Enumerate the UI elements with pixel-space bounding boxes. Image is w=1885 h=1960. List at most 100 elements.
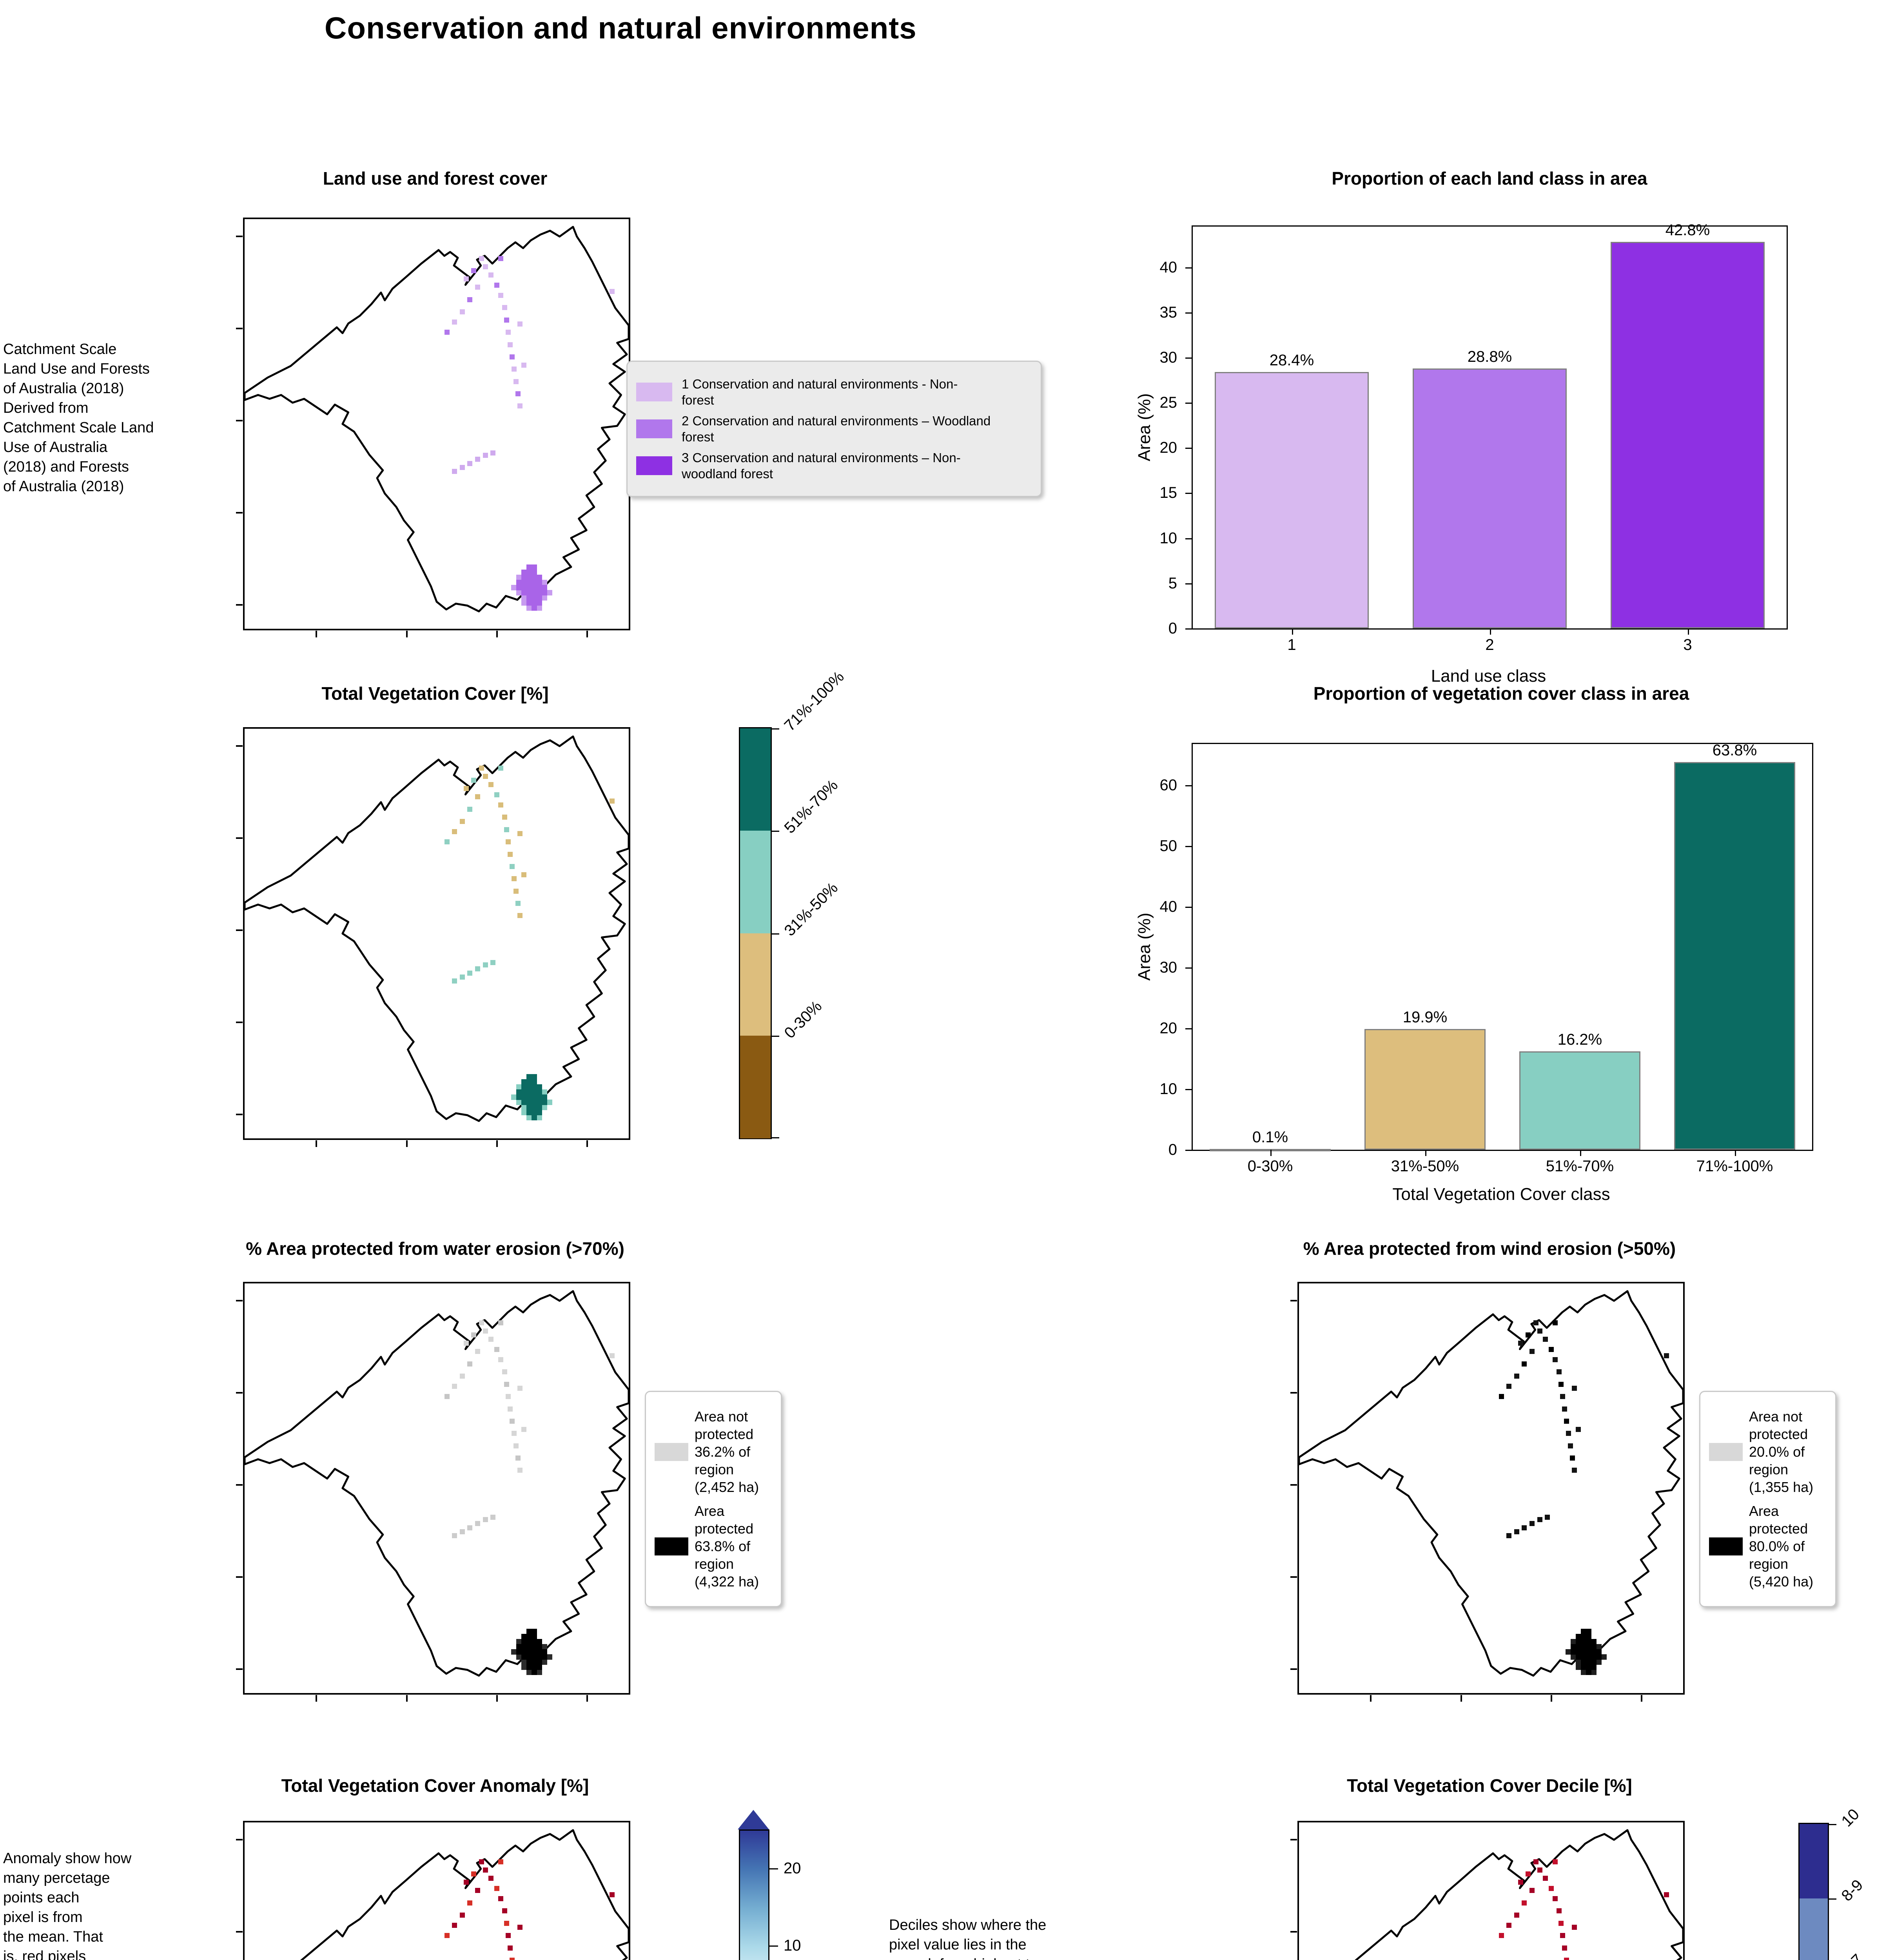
map-blob-cell bbox=[1586, 1633, 1591, 1639]
map-blob-cell bbox=[521, 579, 527, 585]
y-tick-label: 0 bbox=[1168, 620, 1177, 637]
map-speck bbox=[498, 256, 503, 261]
map-blob-cell bbox=[526, 569, 532, 575]
map-blob-cell bbox=[521, 574, 527, 580]
map-speck bbox=[1543, 1875, 1548, 1881]
map-speck bbox=[471, 1332, 477, 1338]
map-speck bbox=[508, 1945, 513, 1951]
map-blob-cell bbox=[536, 1644, 542, 1650]
axis-tick bbox=[236, 1299, 243, 1301]
map-blob-cell bbox=[541, 579, 547, 585]
axis-tick bbox=[316, 1140, 317, 1147]
map-blob-cell bbox=[516, 590, 522, 595]
map-speck bbox=[1552, 1859, 1558, 1865]
legend-label: Area protected 63.8% of region (4,322 ha… bbox=[695, 1503, 759, 1590]
land-use-legend: 1 Conservation and natural environments … bbox=[626, 361, 1042, 497]
colorbar-tick-label: 20 bbox=[784, 1859, 801, 1877]
map-speck bbox=[467, 297, 473, 302]
axis-tick bbox=[316, 1695, 317, 1702]
catchment-outline bbox=[1299, 1283, 1683, 1693]
x-axis-label: Land use class bbox=[1431, 666, 1546, 686]
axis-tick bbox=[1185, 493, 1192, 494]
map-blob-cell bbox=[511, 1094, 517, 1100]
legend-item: Area protected 63.8% of region (4,322 ha… bbox=[655, 1502, 772, 1590]
map-speck bbox=[1549, 1886, 1554, 1891]
map-speck bbox=[494, 282, 499, 288]
map-blob-cell bbox=[516, 1089, 522, 1095]
axis-tick bbox=[1185, 846, 1192, 848]
legend-item: Area protected 80.0% of region (5,420 ha… bbox=[1709, 1502, 1827, 1590]
colorbar-segment bbox=[740, 933, 771, 1036]
x-tick-label: 51%-70% bbox=[1546, 1158, 1614, 1175]
map-blob-cell bbox=[536, 1649, 542, 1655]
map-blob-cell bbox=[521, 1633, 527, 1639]
axis-tick bbox=[1185, 907, 1192, 908]
x-tick-label: 71%-100% bbox=[1696, 1158, 1773, 1175]
bar-chart-land-class: 28.4% 1 28.8% 2 42.8% 3 0 5 10 15 20 25 30 35 40 bbox=[1160, 221, 1788, 653]
map-blob-cell bbox=[541, 1644, 547, 1650]
x-tick-label: 31%-50% bbox=[1391, 1158, 1459, 1175]
map-speck bbox=[1556, 1908, 1562, 1914]
map-blob-cell bbox=[531, 1109, 537, 1115]
map-blob-cell bbox=[531, 1633, 537, 1639]
axis-tick bbox=[236, 235, 243, 237]
map-title-decile: Total Vegetation Cover Decile [%] bbox=[1347, 1775, 1632, 1796]
map-speck bbox=[452, 978, 457, 984]
legend-item: Area not protected 20.0% of region (1,35… bbox=[1709, 1408, 1827, 1496]
axis-tick bbox=[1185, 1150, 1192, 1151]
map-veg-cover bbox=[236, 727, 630, 1147]
map-blob-cell bbox=[521, 1079, 527, 1085]
map-speck bbox=[508, 1406, 513, 1412]
map-speck bbox=[498, 802, 503, 808]
map-blob-cell bbox=[1580, 1628, 1586, 1634]
map-speck bbox=[494, 1886, 499, 1891]
map-blob-cell bbox=[531, 579, 537, 585]
map-blob-cell bbox=[1596, 1659, 1602, 1665]
legend-swatch-not-protected bbox=[1709, 1443, 1743, 1461]
map-blob-cell bbox=[1586, 1664, 1591, 1670]
axis-tick bbox=[1185, 538, 1192, 539]
map-blob-cell bbox=[526, 590, 532, 595]
map-speck bbox=[483, 1517, 488, 1522]
map-speck bbox=[479, 1859, 484, 1865]
axis-tick bbox=[406, 1140, 408, 1147]
map-blob-cell bbox=[526, 1074, 532, 1080]
map-speck bbox=[510, 1418, 515, 1424]
map-blob-cell bbox=[536, 1114, 542, 1120]
map-speck bbox=[510, 1957, 515, 1960]
map-blob-cell bbox=[1591, 1659, 1597, 1665]
axis-tick bbox=[236, 1838, 243, 1840]
map-blob-cell bbox=[516, 1654, 522, 1660]
axis-tick bbox=[1185, 448, 1192, 449]
axis-tick bbox=[236, 1392, 243, 1394]
y-axis-label: Area (%) bbox=[1135, 913, 1154, 981]
map-speck bbox=[488, 272, 494, 278]
map-blob-cell bbox=[536, 590, 542, 595]
map-speck bbox=[502, 1369, 507, 1375]
map-blob-cell bbox=[531, 605, 537, 611]
map-speck bbox=[490, 1515, 496, 1520]
map-blob-cell bbox=[546, 590, 552, 595]
map-blob-cell bbox=[536, 579, 542, 585]
map-speck bbox=[494, 1347, 499, 1352]
legend-item: 2 Conservation and natural environments … bbox=[636, 413, 1032, 445]
axis-tick bbox=[1185, 267, 1192, 269]
map-speck bbox=[475, 285, 480, 290]
map-blob-cell bbox=[536, 1659, 542, 1665]
map-speck bbox=[515, 391, 521, 396]
map-speck bbox=[1552, 1357, 1558, 1363]
map-blob-cell bbox=[531, 1639, 537, 1644]
map-blob-cell bbox=[516, 1639, 522, 1644]
map-speck bbox=[521, 1426, 526, 1432]
map-blob-cell bbox=[536, 1084, 542, 1090]
anomaly-note: Anomaly show how many percetage points e… bbox=[3, 1850, 132, 1960]
map-blob-cell bbox=[541, 1099, 547, 1105]
map-speck bbox=[498, 766, 503, 771]
map-speck bbox=[1562, 1406, 1568, 1412]
legend-swatch-nonforest bbox=[636, 383, 672, 401]
map-speck bbox=[1522, 1525, 1527, 1530]
map-speck bbox=[475, 1521, 480, 1526]
x-tick-label: 2 bbox=[1485, 636, 1494, 653]
map-blob-cell bbox=[1575, 1654, 1581, 1660]
map-blob-cell bbox=[526, 579, 532, 585]
